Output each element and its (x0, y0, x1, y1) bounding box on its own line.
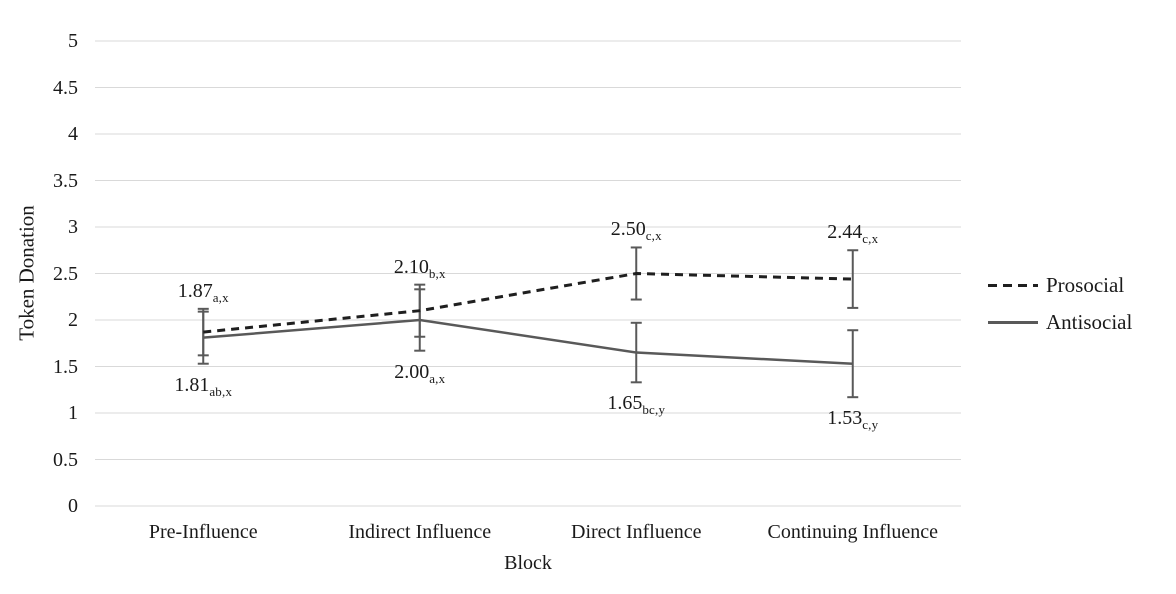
data-label-subscript: ab,x (209, 383, 233, 399)
legend-item-antisocial: Antisocial (988, 310, 1132, 334)
data-label: 1.87a,x (178, 279, 229, 304)
x-tick-label: Direct Influence (571, 521, 702, 543)
data-label-value: 1.87 (177, 279, 213, 302)
y-tick-label: 0.5 (53, 448, 78, 471)
data-label: 2.44c,x (827, 220, 878, 245)
x-tick-label: Indirect Influence (348, 521, 492, 543)
series-line-antisocial (203, 318, 853, 365)
error-bar (847, 329, 859, 399)
x-tick-label: Continuing Influence (767, 521, 939, 543)
y-tick-label: 1.5 (53, 355, 78, 378)
legend-line-sample-solid (988, 320, 1038, 324)
data-label: 2.10b,x (394, 255, 446, 280)
data-label: 1.81ab,x (174, 373, 232, 398)
data-label: 1.53c,y (827, 406, 878, 431)
x-axis-title: Block (504, 552, 552, 574)
data-label-subscript: c,x (645, 228, 662, 244)
legend-label: Prosocial (1046, 273, 1125, 297)
data-label-subscript: bc,y (642, 402, 666, 418)
data-label-value: 1.65 (607, 392, 643, 415)
y-tick-label: 1 (68, 402, 78, 424)
data-label-subscript: a,x (429, 370, 446, 386)
error-bar (847, 249, 859, 309)
data-label-subscript: c,x (862, 231, 879, 247)
data-label-subscript: c,y (862, 417, 879, 433)
y-tick-label: 2.5 (53, 262, 78, 285)
y-axis-title: Token Donation (14, 205, 39, 341)
y-tick-label: 4 (68, 123, 78, 145)
data-label: 2.50c,x (611, 217, 662, 242)
data-label-value: 2.50 (610, 218, 646, 241)
y-tick-label: 5 (68, 30, 78, 52)
y-tick-label: 3.5 (53, 169, 78, 192)
data-label-value: 2.00 (394, 360, 430, 383)
series-line-prosocial (203, 271, 853, 334)
y-tick-label: 0 (68, 495, 78, 517)
y-tick-label: 3 (68, 216, 78, 238)
legend-item-prosocial: Prosocial (988, 273, 1132, 297)
data-label-value: 2.44 (827, 221, 863, 244)
legend: Prosocial Antisocial (988, 273, 1132, 334)
data-label: 2.00a,x (394, 360, 445, 385)
data-label-subscript: b,x (428, 265, 446, 281)
x-tick-label: Pre-Influence (148, 521, 258, 543)
legend-line-sample-dashed (988, 283, 1038, 287)
y-tick-label: 2 (68, 309, 78, 331)
y-tick-label: 4.5 (53, 76, 78, 99)
data-label-value: 2.10 (393, 255, 429, 278)
data-label-value: 1.81 (174, 373, 210, 396)
data-label-subscript: a,x (212, 289, 229, 305)
data-label: 1.65bc,y (607, 391, 665, 416)
data-label-value: 1.53 (827, 407, 863, 430)
legend-label: Antisocial (1046, 310, 1133, 334)
